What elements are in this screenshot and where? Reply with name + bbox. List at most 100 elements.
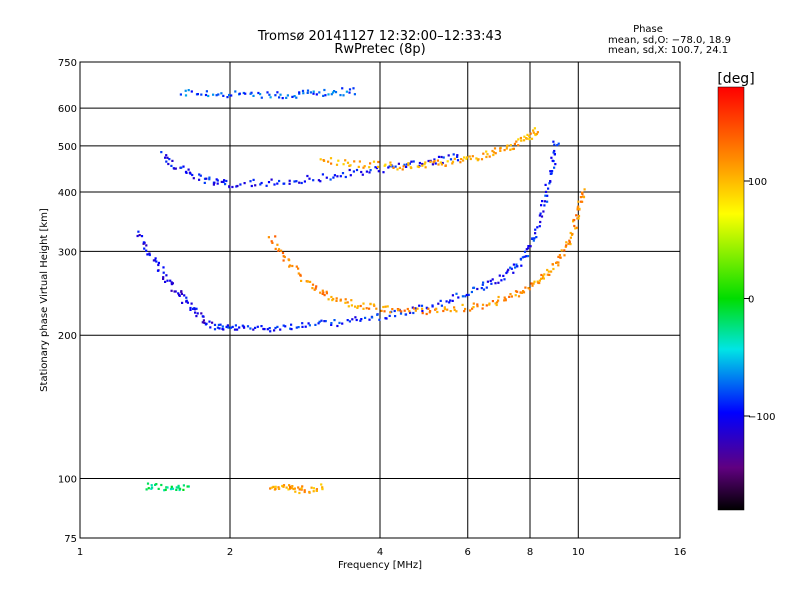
data-point xyxy=(482,281,485,284)
data-point xyxy=(184,170,188,173)
data-point xyxy=(155,260,158,263)
data-point xyxy=(399,312,403,315)
data-point xyxy=(266,91,269,94)
data-point xyxy=(202,319,205,322)
data-point xyxy=(347,305,350,308)
data-point xyxy=(281,484,284,488)
data-point xyxy=(425,312,428,316)
data-point xyxy=(353,93,356,96)
data-point xyxy=(154,483,157,486)
data-point xyxy=(336,324,339,328)
data-point xyxy=(391,308,394,311)
data-point xyxy=(527,245,530,248)
data-point xyxy=(309,280,312,283)
x-tick-label: 2 xyxy=(227,547,233,558)
data-point xyxy=(497,295,500,299)
data-point xyxy=(528,138,531,141)
data-point xyxy=(485,304,488,307)
data-point xyxy=(184,94,188,97)
data-point xyxy=(534,133,537,137)
data-point xyxy=(416,307,419,310)
phase-stats-o: mean, sd,O: −78.0, 18.9 xyxy=(608,35,731,46)
data-point xyxy=(162,277,165,280)
data-point xyxy=(339,94,342,97)
data-point xyxy=(169,488,173,491)
data-point xyxy=(314,287,317,290)
data-point xyxy=(495,303,498,307)
data-point xyxy=(355,168,359,172)
data-point xyxy=(140,235,144,238)
data-point xyxy=(171,487,175,490)
data-point xyxy=(325,292,328,295)
data-point xyxy=(198,178,201,181)
data-point xyxy=(252,94,255,97)
data-point xyxy=(424,166,427,169)
data-point xyxy=(194,311,197,314)
data-point xyxy=(470,290,473,294)
data-point xyxy=(359,319,362,322)
data-point xyxy=(569,231,572,235)
data-point xyxy=(217,93,220,96)
data-point xyxy=(167,162,170,166)
data-point xyxy=(462,159,465,162)
data-point xyxy=(165,486,168,489)
data-point xyxy=(493,147,497,150)
data-point xyxy=(178,294,181,297)
data-point xyxy=(342,94,345,97)
data-point xyxy=(226,96,229,99)
data-point xyxy=(212,183,215,186)
data-point xyxy=(522,291,526,294)
data-points xyxy=(136,87,586,495)
data-point xyxy=(424,161,427,164)
data-point xyxy=(365,170,368,173)
data-point xyxy=(201,315,204,318)
data-point xyxy=(536,226,539,229)
data-point xyxy=(516,265,519,268)
data-point xyxy=(528,135,531,138)
data-point xyxy=(520,139,523,142)
data-point xyxy=(269,96,272,99)
data-point xyxy=(436,159,439,162)
data-point xyxy=(544,183,547,186)
y-tick-label: 600 xyxy=(58,104,77,115)
data-point xyxy=(278,96,281,99)
data-point xyxy=(411,306,414,309)
data-point xyxy=(502,274,505,277)
data-point xyxy=(442,156,445,159)
data-point xyxy=(236,328,239,331)
data-point xyxy=(195,307,198,310)
data-point xyxy=(486,280,489,283)
data-point xyxy=(303,489,306,492)
data-point xyxy=(535,236,538,239)
data-point xyxy=(504,298,507,301)
data-point xyxy=(469,309,472,312)
data-point xyxy=(282,259,285,262)
data-point xyxy=(482,288,486,291)
data-point xyxy=(222,180,225,184)
data-point xyxy=(510,267,513,270)
data-point xyxy=(157,261,160,264)
data-point xyxy=(431,304,434,307)
data-point xyxy=(417,165,420,169)
data-point xyxy=(324,94,327,97)
data-point xyxy=(533,127,536,130)
data-point xyxy=(577,205,580,208)
data-point xyxy=(368,318,371,321)
data-point xyxy=(512,147,515,150)
data-point xyxy=(335,163,339,166)
data-point xyxy=(394,165,397,168)
data-point xyxy=(282,485,285,488)
data-point xyxy=(505,271,508,275)
data-point xyxy=(190,302,193,305)
data-point xyxy=(520,291,523,294)
data-point xyxy=(298,92,301,95)
data-point xyxy=(412,307,416,310)
grid xyxy=(80,62,680,538)
data-point xyxy=(465,156,468,159)
data-point xyxy=(482,152,485,155)
data-point xyxy=(449,158,453,161)
data-point xyxy=(549,180,552,183)
data-point xyxy=(293,180,296,183)
data-point xyxy=(452,153,455,156)
data-point xyxy=(463,156,466,159)
